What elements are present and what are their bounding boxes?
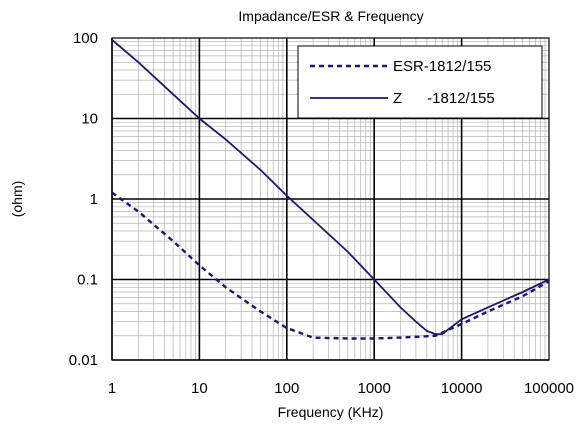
series-line-z xyxy=(111,39,550,336)
series-line-esr xyxy=(111,191,550,340)
x-tick-label: 1 xyxy=(108,380,116,397)
y-tick-label: 1 xyxy=(90,191,98,208)
y-tick-label: 10 xyxy=(81,111,98,128)
series-layer xyxy=(111,39,550,340)
y-tick-label: 0.01 xyxy=(69,352,98,369)
x-tick-label: 100000 xyxy=(524,380,574,397)
y-tick-labels: 100 10 1 0.1 0.01 xyxy=(69,30,98,369)
chart-title: Impadance/ESR & Frequency xyxy=(238,8,423,24)
x-tick-label: 10 xyxy=(191,380,208,397)
legend-box xyxy=(297,45,543,119)
plot-frame xyxy=(111,37,550,361)
x-tick-labels: 1 10 100 1000 10000 100000 xyxy=(108,380,574,397)
y-axis-title: (ohm) xyxy=(9,181,25,218)
x-tick-label: 100 xyxy=(274,380,299,397)
y-tick-label: 100 xyxy=(73,30,98,47)
x-axis-title: Frequency (KHz) xyxy=(278,404,384,420)
x-tick-label: 1000 xyxy=(358,380,391,397)
legend-label-esr: ESR-1812/155 xyxy=(393,58,491,75)
x-tick-label: 10000 xyxy=(441,380,483,397)
legend-label-z: Z -1812/155 xyxy=(393,90,495,107)
legend: ESR-1812/155 Z -1812/155 xyxy=(297,45,543,119)
y-tick-label: 0.1 xyxy=(77,272,98,289)
